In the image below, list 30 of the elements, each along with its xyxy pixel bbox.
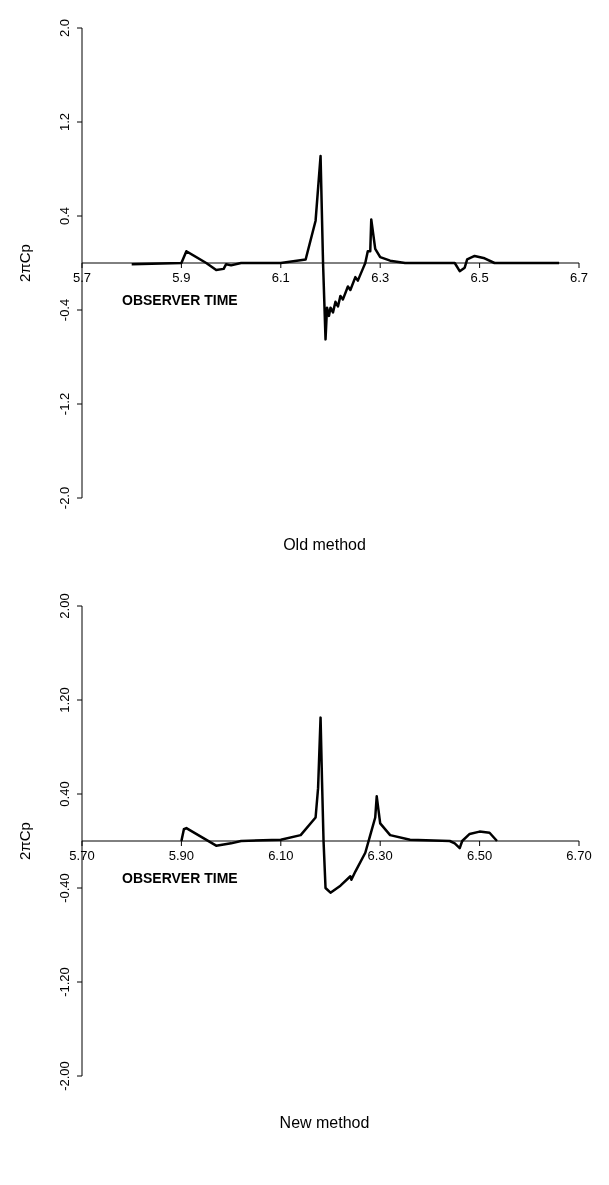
x-tick-label: 5.70 [69, 848, 95, 863]
y-tick-label: 0.40 [57, 781, 72, 807]
x-tick-label: 5.90 [168, 848, 195, 863]
x-tick-label: 6.7 [569, 270, 589, 285]
text: New method [278, 1113, 371, 1133]
y-tick-label: 1.2 [57, 112, 72, 132]
x-tick-label: 6.10 [268, 848, 294, 863]
y-tick-label: -2.0 [57, 486, 72, 510]
y-tick-label: 2.0 [57, 18, 72, 38]
y-tick-label: -1.2 [57, 392, 72, 416]
y-tick-label: -0.4 [57, 298, 72, 322]
x-tick-label: 6.50 [466, 848, 493, 863]
y-tick-label: 0.4 [57, 206, 72, 226]
y-tick-label: -1.20 [57, 967, 72, 997]
y-axis-title: 2πCp [16, 822, 33, 860]
x-tick-label: 6.70 [566, 848, 592, 863]
x-tick-label: 6.3 [371, 270, 390, 285]
x-axis-title: OBSERVER TIME [122, 870, 238, 886]
y-tick-label: 1.20 [57, 687, 72, 713]
x-axis-title: OBSERVER TIME [122, 292, 238, 308]
x-tick-label: 5.7 [72, 270, 92, 285]
x-tick-label: 5.9 [172, 270, 191, 285]
y-tick-label: 2.00 [57, 593, 72, 619]
y-axis-title: 2πCp [16, 244, 33, 282]
x-tick-label: 6.1 [271, 270, 290, 285]
y-tick-label: -2.00 [57, 1061, 72, 1091]
x-tick-label: 6.5 [470, 270, 489, 285]
y-tick-label: -0.40 [57, 873, 72, 903]
x-tick-label: 6.30 [367, 848, 393, 863]
text: Old method [282, 535, 367, 555]
